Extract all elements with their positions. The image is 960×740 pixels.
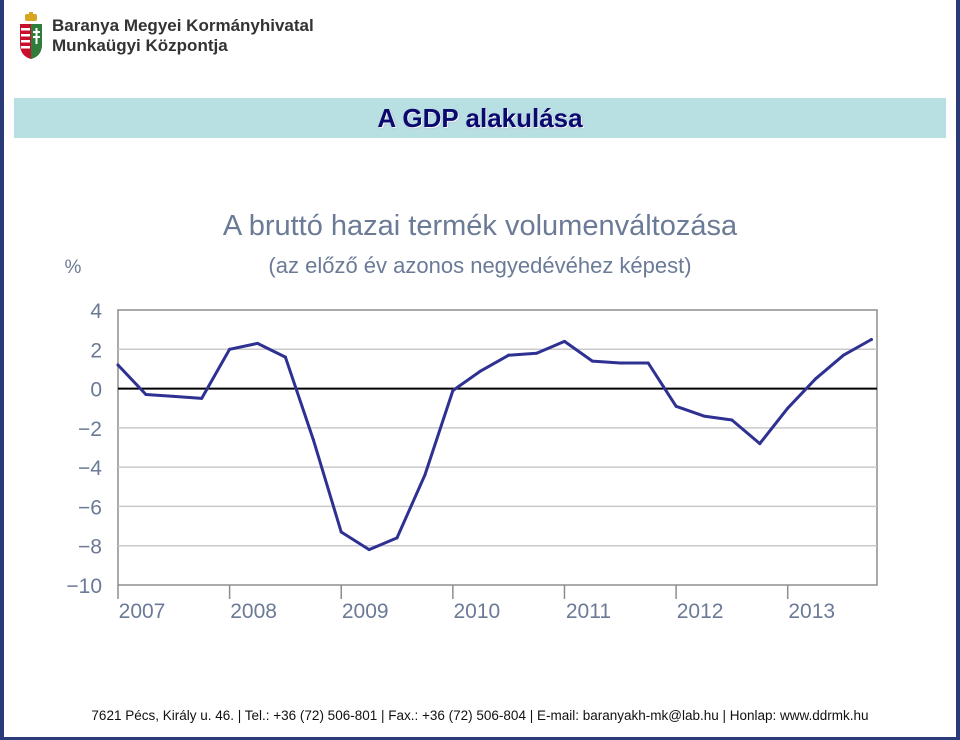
data-point: [116, 363, 120, 367]
data-point: [200, 396, 204, 400]
data-point: [590, 359, 594, 363]
y-tick-label: −10: [66, 575, 102, 598]
slide-frame-left: [0, 0, 4, 740]
y-tick-label: 4: [90, 300, 102, 323]
data-point: [395, 536, 399, 540]
x-tick-label: 2010: [453, 600, 500, 623]
data-point: [367, 548, 371, 552]
data-point: [311, 438, 315, 442]
data-point: [646, 361, 650, 365]
data-point: [562, 339, 566, 343]
series-line-gdp: [116, 338, 873, 552]
chart-title: A bruttó hazai termék volumenváltozása: [223, 210, 738, 242]
chart-subtitle: (az előző év azonos negyedévéhez képest): [268, 253, 691, 278]
data-point: [730, 418, 734, 422]
title-banner: A GDP alakulása: [14, 98, 946, 138]
data-point: [786, 406, 790, 410]
y-axis-unit-label: %: [65, 257, 82, 278]
data-point: [479, 369, 483, 373]
org-name-line2: Munkaügyi Központja: [52, 36, 228, 55]
x-tick-label: 2008: [230, 600, 277, 623]
data-point: [535, 351, 539, 355]
data-point: [814, 377, 818, 381]
data-point: [423, 473, 427, 477]
data-point: [283, 355, 287, 359]
plot-area: [117, 309, 878, 586]
x-tick-label: 2007: [119, 600, 166, 623]
data-point: [507, 353, 511, 357]
y-tick-label: −6: [78, 496, 102, 519]
data-point: [339, 530, 343, 534]
data-point: [618, 361, 622, 365]
data-point: [256, 341, 260, 345]
data-point: [451, 389, 455, 393]
data-point: [869, 337, 873, 341]
slide-title: A GDP alakulása: [377, 102, 583, 133]
data-point: [702, 414, 706, 418]
footer-contact: 7621 Pécs, Király u. 46. | Tel.: +36 (72…: [91, 708, 869, 723]
x-tick-label: 2013: [788, 600, 835, 623]
x-tick-label: 2009: [342, 600, 389, 623]
coat-of-arms-icon: [20, 12, 42, 59]
data-point: [674, 404, 678, 408]
header: Baranya Megyei Kormányhivatal Munkaügyi …: [18, 8, 314, 64]
y-tick-label: −2: [78, 418, 102, 441]
data-point: [842, 353, 846, 357]
y-tick-label: 0: [90, 379, 102, 402]
x-tick-label: 2011: [566, 600, 611, 623]
y-tick-label: −4: [78, 457, 102, 480]
x-tick-label: 2012: [677, 600, 724, 623]
data-point: [144, 392, 148, 396]
slide-frame-right: [956, 0, 960, 740]
y-tick-label: −8: [78, 536, 102, 559]
gdp-line-chart: A bruttó hazai termék volumenváltozása (…: [65, 210, 878, 623]
org-name-line1: Baranya Megyei Kormányhivatal: [52, 16, 314, 35]
data-point: [758, 442, 762, 446]
data-point: [172, 394, 176, 398]
y-tick-label: 2: [90, 339, 102, 362]
data-point: [228, 347, 232, 351]
slide-frame-bottom: [0, 737, 960, 740]
